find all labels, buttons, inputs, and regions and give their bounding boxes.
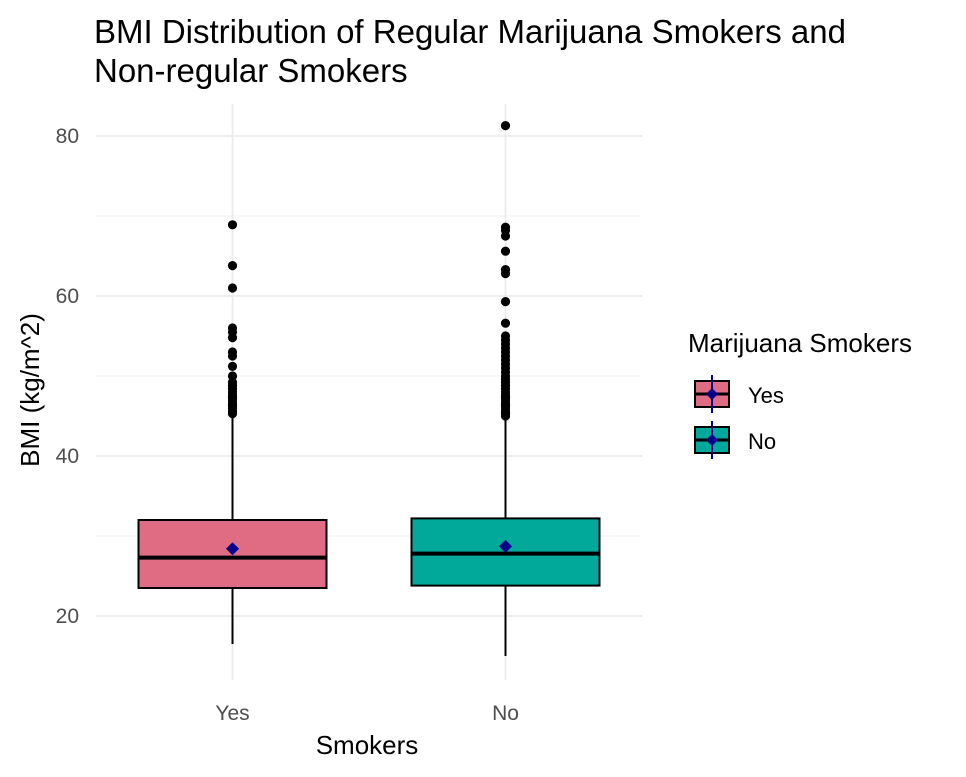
outlier-point — [500, 222, 511, 232]
legend-key-no: No — [694, 421, 776, 459]
box-yes — [137, 220, 328, 644]
outlier-point — [227, 261, 238, 271]
chart-title-line-2: Non-regular Smokers — [94, 52, 408, 89]
legend-mean-marker — [706, 388, 718, 400]
outlier-point — [227, 377, 238, 387]
outlier-point — [500, 265, 511, 275]
outlier-point — [227, 283, 238, 293]
x-axis-title: Smokers — [316, 730, 419, 760]
outlier-point — [500, 331, 511, 341]
x-tick-label: No — [492, 702, 519, 725]
x-axis: Yes No — [215, 702, 519, 725]
outlier-point — [500, 297, 511, 307]
chart-title-line-1: BMI Distribution of Regular Marijuana Sm… — [94, 13, 846, 50]
y-tick-label: 20 — [56, 605, 79, 628]
legend-label: No — [748, 429, 776, 454]
legend-mean-marker — [706, 434, 718, 446]
legend: Marijuana Smokers Yes No — [688, 328, 912, 459]
y-tick-label: 40 — [56, 445, 79, 468]
outlier-point — [227, 220, 238, 230]
outlier-point — [500, 246, 511, 256]
y-axis-title: BMI (kg/m^2) — [15, 313, 45, 467]
outlier-point — [500, 121, 511, 131]
box-group — [137, 121, 601, 656]
mean-marker — [499, 539, 512, 553]
outlier-point — [500, 318, 511, 328]
outlier-point — [227, 347, 238, 357]
legend-key-yes: Yes — [694, 375, 784, 413]
x-tick-label: Yes — [215, 702, 249, 725]
box-no — [410, 121, 601, 656]
outlier-point — [227, 361, 238, 371]
y-tick-label: 80 — [56, 125, 79, 148]
mean-marker — [226, 542, 239, 556]
legend-title: Marijuana Smokers — [688, 328, 912, 358]
outlier-point — [227, 371, 238, 381]
y-axis: 20 40 60 80 — [56, 125, 79, 628]
legend-label: Yes — [748, 383, 784, 408]
y-tick-label: 60 — [56, 285, 79, 308]
outlier-point — [227, 323, 238, 333]
